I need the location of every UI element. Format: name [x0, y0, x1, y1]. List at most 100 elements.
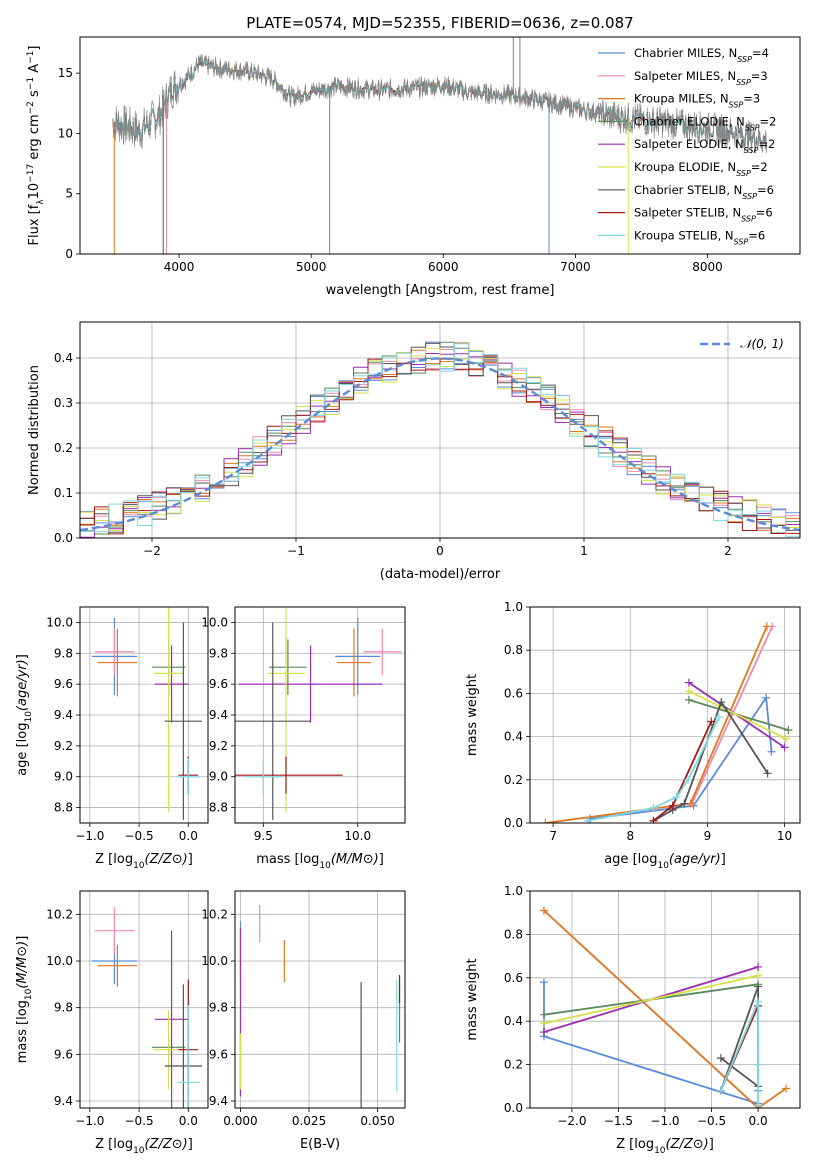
error-bars	[239, 905, 401, 1108]
legend-entry: Chabrier ELODIE, NSSP=2	[634, 114, 776, 131]
y-tick-label: 9.0	[54, 770, 73, 784]
legend-value: =2	[758, 137, 775, 151]
axes-frame	[79, 890, 209, 1109]
error-bars	[91, 907, 203, 1108]
y-tick-label: 9.8	[209, 1001, 228, 1015]
x-tick-label: 1	[580, 544, 588, 558]
mass-vs-ebv-panel: 0.000 0.025 0.050 9.4 9.6 9.8 10.0 10.2 E(B-V)	[201, 890, 406, 1152]
label-sub: 10	[24, 711, 34, 723]
y-tick-label: 5	[65, 187, 73, 201]
label-text: ]	[379, 852, 384, 867]
spectrum-panel: 4000 5000 6000 7000 8000 0 5 10 15 wavelength [An…	[26, 36, 801, 298]
y-axis-label-part: Flux [f	[27, 204, 42, 245]
weight-series-kroupa_miles	[541, 622, 771, 823]
y-tick-label: 0.4	[504, 730, 523, 744]
weight-series-kroupa_stelib	[716, 997, 763, 1108]
y-tick-label: 9.6	[209, 677, 228, 691]
x-tick-label: 4000	[164, 260, 195, 274]
weight-series-kroupa_elodie	[539, 971, 763, 1028]
weight-marker	[754, 997, 763, 1006]
weight-vs-metallicity-panel: −2.0 −1.5 −1.0 −0.5 0.0 0.0 0.2 0.4 0.6 0.8 1.0 Z […	[465, 884, 801, 1156]
legend-name: Kroupa ELODIE, N	[634, 160, 736, 174]
legend-entry: Kroupa MILES, NSSP=3	[634, 92, 760, 110]
label-sub: 10	[319, 861, 331, 871]
weight-lines	[541, 622, 793, 823]
y-axis-label-part: −2	[26, 101, 36, 114]
weight-line	[691, 626, 774, 804]
y-axis-label-part: 10	[27, 183, 42, 200]
error-bar-chabrier_elodie	[269, 639, 307, 695]
x-tick-label: 0.025	[292, 1114, 326, 1128]
weight-line	[543, 909, 787, 1108]
legend-name: Kroupa MILES, N	[634, 92, 729, 106]
mass-vs-metallicity-panel: −1.0 −0.5 0.09.49.69.810.010.2Z [log10(Z/Z…	[15, 890, 209, 1156]
y-tick-label: 0.8	[504, 643, 523, 657]
y-axis-label-part: −1	[26, 77, 36, 90]
error-bar-chabrier_stelib	[235, 622, 311, 820]
y-tick-label: 9.4	[54, 1094, 73, 1108]
y-tick-label: 9.2	[54, 739, 73, 753]
legend-sub: SSP	[734, 237, 749, 246]
weight-marker	[763, 769, 772, 778]
error-bar-chabrier_stelib	[164, 622, 203, 820]
x-tick-label: −0.5	[697, 1114, 726, 1128]
legend-entry: Kroupa STELIB, NSSP=6	[634, 228, 765, 246]
label-text: ]	[15, 936, 30, 941]
axes-frame	[79, 606, 209, 824]
weight-marker	[754, 962, 763, 971]
error-bar-kroupa_miles	[97, 944, 138, 987]
y-axis-label: Normed distribution	[27, 365, 42, 495]
legend-name: Salpeter MILES, N	[634, 69, 736, 83]
weight-marker	[754, 982, 763, 991]
y-axis-label-part: A	[27, 64, 42, 77]
weight-marker	[668, 801, 677, 810]
weight-series-chabrier_stelib	[649, 698, 772, 823]
legend-sub: SSP	[745, 123, 760, 132]
x-tick-label: −2.0	[557, 1114, 586, 1128]
x-axis-label: Z [log10(Z/Z⊙)]	[616, 1137, 714, 1156]
y-axis-label-part: −17	[26, 164, 36, 183]
y-tick-label: 10.2	[46, 907, 73, 921]
x-tick-label: −1	[287, 544, 305, 558]
y-tick-label: 10	[58, 126, 73, 140]
y-tick-label: 1.0	[504, 884, 523, 898]
y-axis-label: age [log10(age/yr)]	[15, 654, 34, 776]
histogram-lines	[80, 341, 800, 538]
y-tick-label: 9.8	[54, 1001, 73, 1015]
x-axis-label: age [log10(age/yr)]	[604, 852, 726, 871]
y-axis-label: Flux [fλ10−17 erg cm−2 s−1 A−1]	[26, 46, 46, 246]
weight-marker	[539, 978, 548, 987]
x-axis-label: wavelength [Angstrom, rest frame]	[326, 283, 555, 298]
legend-sub: SSP	[737, 55, 752, 64]
weight-marker	[717, 698, 726, 707]
axes-frame	[79, 36, 801, 255]
legend-value: =2	[751, 160, 768, 174]
x-tick-label: 7	[549, 829, 557, 843]
y-tick-label: 0.6	[504, 686, 523, 700]
y-tick-label: 10.2	[201, 907, 228, 921]
weight-marker	[762, 693, 771, 702]
legend-entry: Salpeter ELODIE, NSSP=2	[634, 137, 775, 155]
error-bar-kroupa_elodie	[153, 607, 184, 813]
error-bars	[235, 607, 402, 820]
weight-marker	[583, 816, 592, 823]
axes-frame	[529, 890, 801, 1109]
weight-line	[720, 1001, 759, 1106]
weight-series-chabrier_stelib	[716, 982, 763, 1095]
legend-sub: SSP	[742, 191, 757, 200]
x-axis-label: Z [log10(Z/Z⊙)]	[95, 1137, 193, 1156]
y-axis-label-part: ]	[27, 46, 42, 51]
label-math: (Z/Z⊙)	[145, 1137, 188, 1152]
weight-marker	[539, 1010, 548, 1019]
figure-title: PLATE=0574, MJD=52355, FIBERID=0636, z=0…	[246, 14, 633, 32]
y-tick-label: 9.6	[209, 1047, 228, 1061]
x-tick-label: 8000	[692, 260, 723, 274]
weight-series-chabrier_miles	[539, 978, 763, 1108]
y-tick-label: 15	[58, 66, 73, 80]
y-tick-label: 0.2	[54, 441, 73, 455]
y-tick-label: 10.0	[46, 615, 73, 629]
weight-marker	[541, 819, 550, 823]
x-tick-label: 2	[724, 544, 732, 558]
age-vs-metallicity-panel: −1.0 −0.5 0.08.89.09.29.49.69.810.0Z [log1…	[15, 606, 209, 871]
y-tick-label: 9.2	[209, 739, 228, 753]
